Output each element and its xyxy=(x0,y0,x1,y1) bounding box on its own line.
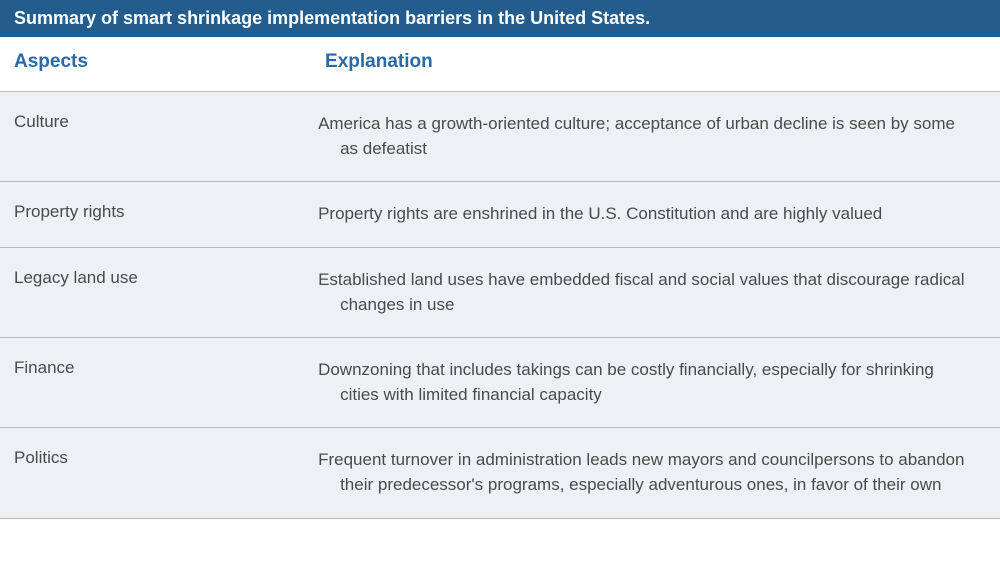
column-header-explanation: Explanation xyxy=(325,51,986,73)
table-body: Culture America has a growth-oriented cu… xyxy=(0,91,1000,519)
cell-aspect: Legacy land use xyxy=(14,268,318,288)
column-headers-row: Aspects Explanation xyxy=(0,37,1000,91)
table-title-bar: Summary of smart shrinkage implementatio… xyxy=(0,0,1000,37)
cell-explanation: Established land uses have embedded fisc… xyxy=(340,268,986,317)
cell-aspect: Property rights xyxy=(14,202,318,222)
cell-explanation: America has a growth-oriented culture; a… xyxy=(340,112,986,161)
cell-aspect: Culture xyxy=(14,112,318,132)
cell-explanation: Downzoning that includes takings can be … xyxy=(340,358,986,407)
column-header-aspects: Aspects xyxy=(14,51,325,73)
cell-explanation: Frequent turnover in administration lead… xyxy=(340,448,986,497)
table-row: Legacy land use Established land uses ha… xyxy=(0,247,1000,337)
cell-aspect: Finance xyxy=(14,358,318,378)
cell-explanation: Property rights are enshrined in the U.S… xyxy=(340,202,986,227)
cell-aspect: Politics xyxy=(14,448,318,468)
table-row: Politics Frequent turnover in administra… xyxy=(0,427,1000,518)
table-title: Summary of smart shrinkage implementatio… xyxy=(14,8,650,28)
table-row: Property rights Property rights are ensh… xyxy=(0,181,1000,247)
table-row: Finance Downzoning that includes takings… xyxy=(0,337,1000,427)
barriers-table: Summary of smart shrinkage implementatio… xyxy=(0,0,1000,519)
table-row: Culture America has a growth-oriented cu… xyxy=(0,91,1000,181)
